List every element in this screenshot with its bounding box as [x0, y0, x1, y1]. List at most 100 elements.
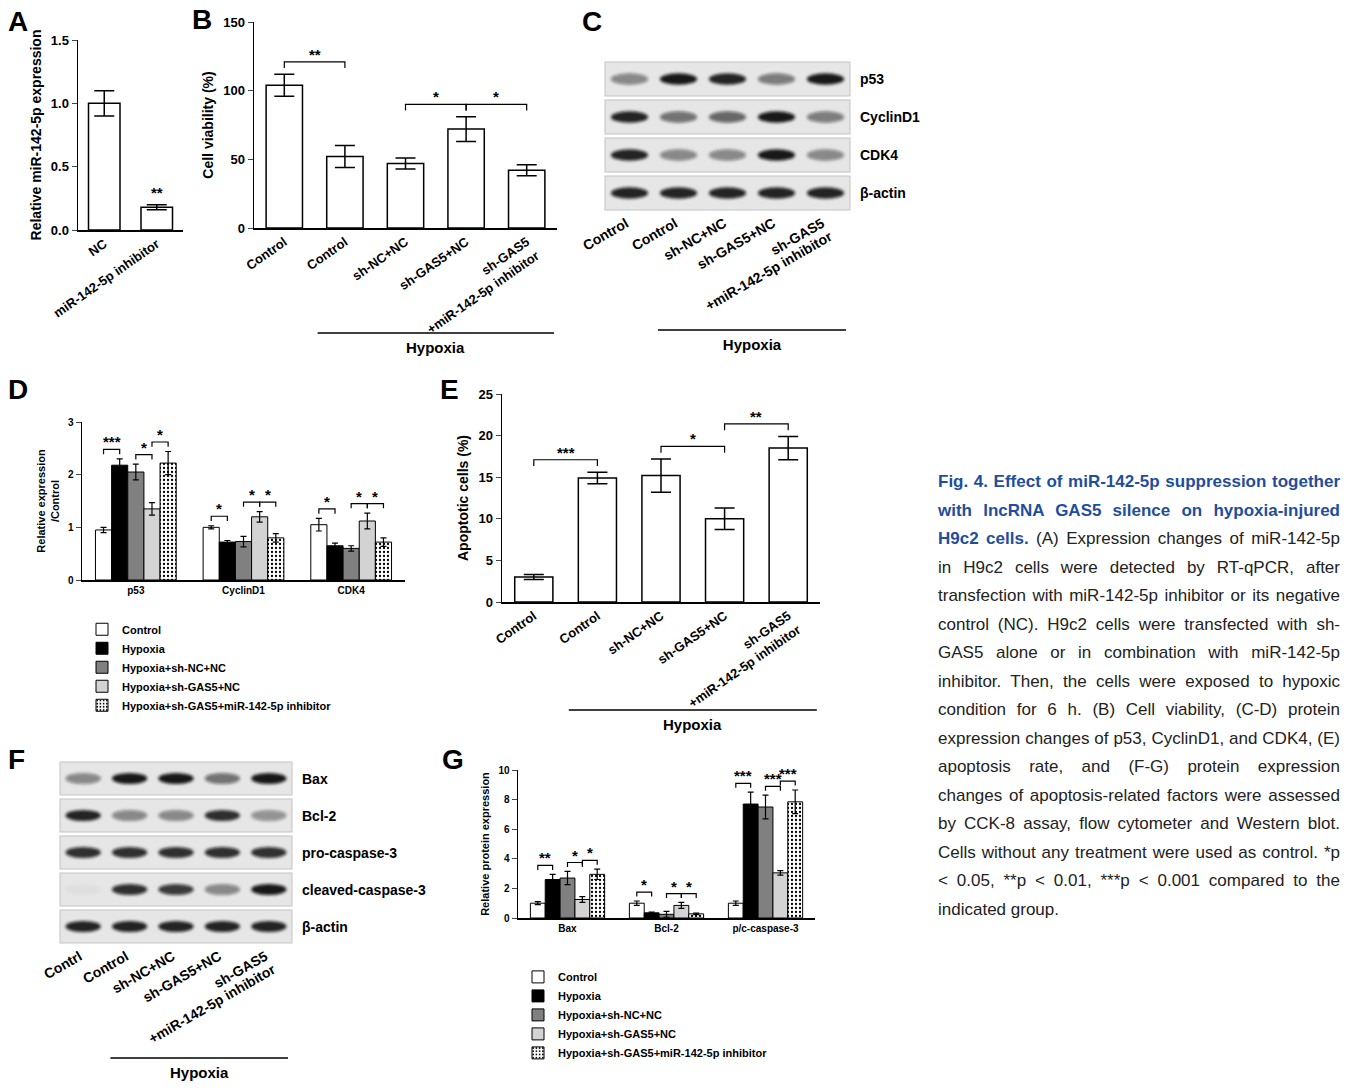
- svg-text:*: *: [372, 488, 378, 505]
- svg-text:0: 0: [68, 575, 74, 586]
- svg-text:Apoptotic cells (%): Apoptotic cells (%): [455, 435, 471, 561]
- svg-text:1.0: 1.0: [51, 96, 69, 111]
- svg-text:Hypoxia+sh-GAS5+NC: Hypoxia+sh-GAS5+NC: [558, 1028, 676, 1040]
- svg-text:*: *: [157, 426, 163, 443]
- svg-text:NC: NC: [86, 236, 110, 259]
- svg-text:2: 2: [504, 883, 510, 894]
- svg-text:Hypoxia: Hypoxia: [406, 339, 465, 356]
- svg-text:10: 10: [478, 511, 492, 526]
- svg-text:CDK4: CDK4: [860, 147, 898, 163]
- svg-text:2: 2: [68, 469, 74, 480]
- svg-text:*: *: [356, 488, 362, 505]
- svg-text:*: *: [249, 486, 255, 503]
- svg-text:Bcl-2: Bcl-2: [302, 808, 336, 824]
- svg-text:15: 15: [478, 470, 492, 485]
- svg-text:CDK4: CDK4: [338, 585, 366, 596]
- svg-text:3: 3: [68, 417, 74, 428]
- svg-text:50: 50: [230, 152, 244, 167]
- svg-text:Hypoxia: Hypoxia: [170, 1064, 229, 1081]
- svg-text:cleaved-caspase-3: cleaved-caspase-3: [302, 882, 426, 898]
- svg-text:*: *: [324, 493, 330, 510]
- svg-text:Relative expression/Control: Relative expression/Control: [35, 449, 61, 553]
- svg-text:Control: Control: [493, 608, 539, 647]
- svg-text:sh-GAS5+miR-142-5p inhibitor: sh-GAS5+miR-142-5p inhibitor: [414, 234, 541, 337]
- svg-text:Hypoxia+sh-NC+NC: Hypoxia+sh-NC+NC: [122, 662, 226, 674]
- svg-text:Hypoxia: Hypoxia: [663, 716, 722, 733]
- svg-text:***: ***: [779, 765, 797, 782]
- svg-text:Bax: Bax: [302, 771, 328, 787]
- svg-text:CyclinD1: CyclinD1: [222, 585, 265, 596]
- svg-text:Hypoxia+sh-NC+NC: Hypoxia+sh-NC+NC: [558, 1009, 662, 1021]
- svg-text:***: ***: [103, 433, 121, 450]
- svg-text:Bax: Bax: [558, 923, 577, 934]
- svg-text:6: 6: [504, 824, 510, 835]
- svg-text:Bcl-2: Bcl-2: [654, 923, 679, 934]
- svg-text:**: **: [750, 408, 762, 425]
- svg-text:*: *: [572, 847, 578, 864]
- svg-text:Control: Control: [304, 234, 350, 273]
- svg-text:*: *: [641, 876, 647, 893]
- svg-text:5: 5: [486, 553, 493, 568]
- svg-text:Control: Control: [122, 624, 161, 636]
- svg-text:Relative miR-142-5p expression: Relative miR-142-5p expression: [28, 30, 44, 241]
- svg-text:β-actin: β-actin: [860, 185, 906, 201]
- svg-text:Hypoxia: Hypoxia: [558, 990, 602, 1002]
- svg-text:10: 10: [498, 765, 510, 776]
- svg-text:Relative protein expression: Relative protein expression: [479, 772, 491, 916]
- svg-text:sh-GAS5+NC: sh-GAS5+NC: [396, 234, 472, 293]
- svg-text:*: *: [433, 88, 439, 105]
- svg-text:0.5: 0.5: [51, 159, 69, 174]
- svg-text:*: *: [493, 88, 499, 105]
- svg-text:sh-GAS5+miR-142-5p inhibitor: sh-GAS5+miR-142-5p inhibitor: [695, 214, 835, 313]
- svg-text:25: 25: [478, 387, 492, 402]
- svg-text:sh-GAS5+miR-142-5p inhibitor: sh-GAS5+miR-142-5p inhibitor: [676, 608, 803, 711]
- svg-text:150: 150: [223, 15, 245, 30]
- svg-text:1.5: 1.5: [51, 33, 69, 48]
- svg-text:0: 0: [504, 913, 510, 924]
- svg-text:Contrl: Contrl: [41, 948, 85, 982]
- svg-text:p53: p53: [127, 585, 145, 596]
- svg-text:***: ***: [557, 444, 575, 461]
- svg-text:*: *: [690, 430, 696, 447]
- svg-text:**: **: [539, 849, 551, 866]
- svg-text:0: 0: [486, 595, 493, 610]
- svg-text:**: **: [309, 46, 321, 63]
- svg-text:*: *: [265, 486, 271, 503]
- svg-text:4: 4: [504, 853, 510, 864]
- svg-text:Hypoxia+sh-GAS5+NC: Hypoxia+sh-GAS5+NC: [122, 681, 240, 693]
- svg-text:Hypoxia: Hypoxia: [723, 336, 782, 353]
- svg-text:β-actin: β-actin: [302, 919, 348, 935]
- svg-text:100: 100: [223, 83, 245, 98]
- svg-text:Control: Control: [243, 234, 289, 273]
- svg-text:pro-caspase-3: pro-caspase-3: [302, 845, 397, 861]
- svg-text:0: 0: [238, 221, 245, 236]
- svg-text:*: *: [216, 500, 222, 517]
- svg-text:*: *: [141, 439, 147, 456]
- svg-text:Control: Control: [580, 215, 631, 254]
- svg-text:miR-142-5p inhibitor: miR-142-5p inhibitor: [51, 236, 163, 320]
- svg-text:***: ***: [734, 767, 752, 784]
- svg-text:***: ***: [764, 770, 782, 787]
- html-text:Fig. 4. Effect of miR-142-5p s: Fig. 4. Effect of miR-142-5p suppression…: [938, 472, 1340, 919]
- svg-text:8: 8: [504, 794, 510, 805]
- svg-text:0.0: 0.0: [51, 223, 69, 238]
- svg-text:Hypoxia+sh-GAS5+miR-142-5p inh: Hypoxia+sh-GAS5+miR-142-5p inhibitor: [122, 700, 331, 712]
- svg-text:p/c-caspase-3: p/c-caspase-3: [732, 923, 799, 934]
- svg-text:sh-GAS5+NC: sh-GAS5+NC: [655, 608, 731, 667]
- svg-text:Hypoxia+sh-GAS5+miR-142-5p inh: Hypoxia+sh-GAS5+miR-142-5p inhibitor: [558, 1047, 767, 1059]
- svg-text:CyclinD1: CyclinD1: [860, 109, 920, 125]
- svg-text:*: *: [686, 878, 692, 895]
- svg-text:20: 20: [478, 428, 492, 443]
- svg-text:*: *: [671, 878, 677, 895]
- svg-text:**: **: [151, 184, 163, 201]
- svg-text:sh-NC+NC: sh-NC+NC: [605, 608, 667, 658]
- svg-text:Hypoxia: Hypoxia: [122, 643, 166, 655]
- svg-text:p53: p53: [860, 71, 884, 87]
- svg-text:Control: Control: [556, 608, 602, 647]
- svg-text:Cell viability (%): Cell viability (%): [200, 71, 216, 178]
- svg-text:sh-GAS5+miR-142-5p inhibitor: sh-GAS5+miR-142-5p inhibitor: [138, 947, 278, 1046]
- svg-text:Control: Control: [558, 971, 597, 983]
- svg-text:*: *: [587, 844, 593, 861]
- svg-text:1: 1: [68, 522, 74, 533]
- svg-text:sh-NC+NC: sh-NC+NC: [349, 234, 411, 284]
